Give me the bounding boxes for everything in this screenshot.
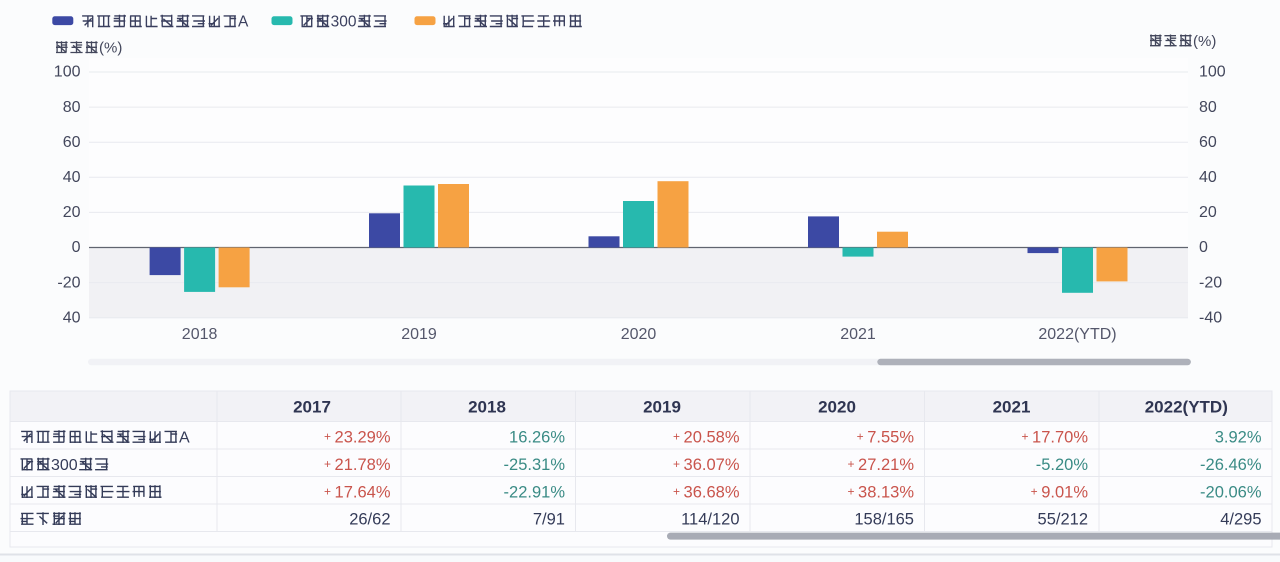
svg-text:2021: 2021 xyxy=(840,326,876,343)
svg-text:40: 40 xyxy=(63,169,81,186)
svg-text:+: + xyxy=(673,429,680,443)
svg-text:2020: 2020 xyxy=(621,326,657,343)
svg-text:+: + xyxy=(324,457,331,471)
svg-text:-40: -40 xyxy=(1199,309,1222,326)
svg-text:2022(YTD): 2022(YTD) xyxy=(1145,397,1228,416)
svg-text:80: 80 xyxy=(1199,99,1217,116)
svg-text:+: + xyxy=(1021,429,1028,443)
svg-text:36.07%: 36.07% xyxy=(684,456,740,474)
svg-text:-20: -20 xyxy=(57,274,80,291)
svg-text:3.92%: 3.92% xyxy=(1215,429,1262,447)
svg-text:300: 300 xyxy=(331,14,357,31)
svg-text:20.58%: 20.58% xyxy=(684,429,740,447)
svg-text:2017: 2017 xyxy=(293,397,331,416)
svg-text:+: + xyxy=(847,484,854,498)
svg-text:38.13%: 38.13% xyxy=(858,484,914,502)
svg-text:-5.20%: -5.20% xyxy=(1036,456,1089,474)
svg-text:2019: 2019 xyxy=(643,397,681,416)
svg-text:-20.06%: -20.06% xyxy=(1200,484,1262,502)
svg-text:(%): (%) xyxy=(1193,33,1216,50)
svg-text:100: 100 xyxy=(54,64,81,81)
svg-text:2018: 2018 xyxy=(182,326,218,343)
svg-text:-26.46%: -26.46% xyxy=(1200,456,1262,474)
svg-text:2018: 2018 xyxy=(468,397,506,416)
svg-text:+: + xyxy=(847,457,854,471)
svg-text:+: + xyxy=(857,429,864,443)
svg-text:4/295: 4/295 xyxy=(1220,511,1261,529)
svg-text:100: 100 xyxy=(1199,64,1226,81)
svg-text:40: 40 xyxy=(1199,169,1217,186)
svg-text:23.29%: 23.29% xyxy=(335,429,391,447)
svg-text:300: 300 xyxy=(51,457,78,474)
svg-text:A: A xyxy=(179,429,190,446)
svg-text:60: 60 xyxy=(1199,134,1217,151)
svg-text:+: + xyxy=(1031,484,1038,498)
svg-text:36.68%: 36.68% xyxy=(684,484,740,502)
svg-text:26/62: 26/62 xyxy=(349,511,390,529)
svg-text:+: + xyxy=(673,457,680,471)
svg-text:0: 0 xyxy=(1199,239,1208,256)
svg-text:114/120: 114/120 xyxy=(681,511,739,529)
svg-text:2019: 2019 xyxy=(401,326,437,343)
svg-text:+: + xyxy=(324,429,331,443)
svg-text:21.78%: 21.78% xyxy=(335,456,391,474)
svg-text:27.21%: 27.21% xyxy=(858,456,914,474)
svg-text:17.70%: 17.70% xyxy=(1032,429,1088,447)
svg-text:7/91: 7/91 xyxy=(533,511,565,529)
svg-text:80: 80 xyxy=(63,99,81,116)
svg-text:2021: 2021 xyxy=(993,397,1031,416)
svg-text:20: 20 xyxy=(1199,204,1217,221)
svg-text:20: 20 xyxy=(63,204,81,221)
svg-text:A: A xyxy=(238,14,249,31)
svg-text:40: 40 xyxy=(63,309,81,326)
svg-text:(%): (%) xyxy=(99,40,122,57)
svg-text:+: + xyxy=(673,484,680,498)
svg-text:2020: 2020 xyxy=(818,397,856,416)
svg-text:17.64%: 17.64% xyxy=(335,484,391,502)
svg-text:-22.91%: -22.91% xyxy=(504,484,566,502)
svg-text:2022(YTD): 2022(YTD) xyxy=(1038,326,1116,343)
svg-text:-20: -20 xyxy=(1199,274,1222,291)
svg-text:60: 60 xyxy=(63,134,81,151)
svg-text:0: 0 xyxy=(72,239,81,256)
svg-text:55/212: 55/212 xyxy=(1038,511,1088,529)
svg-text:158/165: 158/165 xyxy=(854,511,914,529)
svg-text:7.55%: 7.55% xyxy=(867,429,914,447)
svg-text:-25.31%: -25.31% xyxy=(504,456,566,474)
svg-text:9.01%: 9.01% xyxy=(1041,484,1088,502)
svg-text:16.26%: 16.26% xyxy=(509,429,565,447)
svg-text:+: + xyxy=(324,484,331,498)
